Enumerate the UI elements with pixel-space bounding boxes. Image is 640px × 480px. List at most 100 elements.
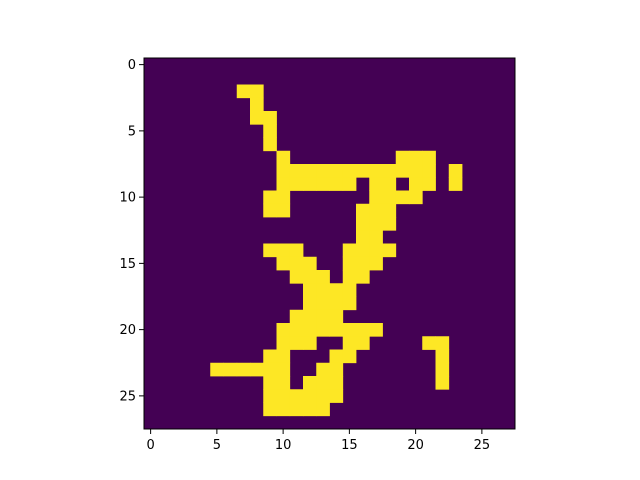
heatmap-cell (422, 150, 436, 165)
heatmap-cell (289, 336, 304, 350)
heatmap-cell (289, 177, 304, 191)
y-tick-label: 25 (119, 389, 136, 404)
x-tick-label: 10 (275, 438, 292, 453)
heatmap-cell (276, 402, 291, 417)
heatmap-cell (276, 336, 291, 350)
heatmap-cell (236, 362, 251, 377)
heatmap-cell (303, 336, 317, 350)
x-tick-label: 25 (474, 438, 491, 453)
heatmap-cell (409, 177, 423, 191)
heatmap-cell (342, 177, 357, 191)
heatmap-cell (316, 296, 330, 311)
heatmap-cell (263, 137, 277, 152)
heatmap-cell (263, 124, 277, 138)
heatmap-cell (289, 389, 304, 403)
heatmap-cell (409, 190, 423, 205)
heatmap-cell (382, 190, 397, 205)
heatmap-cell (329, 362, 344, 377)
heatmap-cell (276, 203, 291, 218)
heatmap-cell (289, 243, 304, 258)
heatmap-cell (303, 270, 317, 284)
heatmap-cell (369, 217, 383, 231)
heatmap-cell (316, 270, 330, 284)
heatmap-cell (316, 402, 330, 417)
heatmap-cell (276, 164, 291, 178)
heatmap-cell (329, 164, 344, 178)
heatmap-cell (356, 230, 370, 244)
heatmap-cell (263, 190, 277, 205)
heatmap-cell (342, 283, 357, 297)
heatmap-cell (422, 336, 436, 350)
heatmap-cell (316, 177, 330, 191)
heatmap-cell (342, 323, 357, 337)
heatmap-cell (263, 376, 277, 390)
y-tick-label: 5 (128, 124, 136, 139)
heatmap-cell (303, 164, 317, 178)
heatmap-cell (329, 283, 344, 297)
heatmap-cell (276, 389, 291, 403)
heatmap-cell (356, 243, 370, 258)
heatmap-cell (303, 402, 317, 417)
heatmap-cell (263, 362, 277, 377)
heatmap-cell (435, 376, 450, 390)
heatmap-cell (276, 190, 291, 205)
heatmap-cell (250, 97, 264, 112)
heatmap-cell (276, 362, 291, 377)
heatmap-cell (316, 389, 330, 403)
heatmap-cell (435, 336, 450, 350)
heatmap-cell (435, 362, 450, 377)
heatmap-cell (210, 362, 224, 377)
heatmap-cell (356, 217, 370, 231)
y-tick-label: 15 (119, 257, 136, 272)
heatmap-cell (422, 177, 436, 191)
heatmap-cell (263, 349, 277, 364)
heatmap-cell (289, 323, 304, 337)
heatmap-cell (316, 283, 330, 297)
heatmap-cell (342, 256, 357, 271)
heatmap-cell (276, 349, 291, 364)
heatmap-cell (382, 203, 397, 218)
heatmap-cell (369, 243, 383, 258)
heatmap-cell (289, 256, 304, 271)
heatmap-cell (369, 177, 383, 191)
heatmap-cell (316, 309, 330, 324)
heatmap-cell (303, 283, 317, 297)
heatmap-cell (236, 84, 251, 99)
heatmap-cell (250, 362, 264, 377)
heatmap-cell (382, 217, 397, 231)
heatmap-cell (303, 309, 317, 324)
heatmap-cell (382, 164, 397, 178)
x-axis: 0 5 10 15 20 25 (146, 429, 490, 453)
heatmap-cell (316, 323, 330, 337)
heatmap-cell (395, 164, 410, 178)
heatmap-cell (356, 323, 370, 337)
x-tick-label: 15 (341, 438, 358, 453)
heatmap-cell (250, 84, 264, 99)
heatmap-cell (276, 323, 291, 337)
heatmap-cell (369, 203, 383, 218)
heatmap-cell (329, 309, 344, 324)
heatmap-cell (356, 203, 370, 218)
heatmap-cell (303, 376, 317, 390)
heatmap-cell (276, 243, 291, 258)
heatmap-cell (342, 296, 357, 311)
heatmap-cell (395, 190, 410, 205)
heatmap-cell (409, 164, 423, 178)
heatmap-cell (329, 389, 344, 403)
heatmap-cell (263, 203, 277, 218)
plot-frame (143, 57, 516, 430)
y-tick-label: 0 (128, 58, 136, 73)
heatmap-cell (263, 389, 277, 403)
heatmap-cell (250, 111, 264, 125)
heatmap-cell (342, 349, 357, 364)
heatmap-cell (409, 150, 423, 165)
y-tick-label: 20 (119, 323, 136, 338)
heatmap-cell (356, 164, 370, 178)
heatmap-cell (276, 150, 291, 165)
heatmap-cell (316, 376, 330, 390)
heatmap-cell (303, 389, 317, 403)
heatmap-cell (435, 349, 450, 364)
x-tick-label: 20 (407, 438, 424, 453)
heatmap-cell (448, 164, 463, 178)
